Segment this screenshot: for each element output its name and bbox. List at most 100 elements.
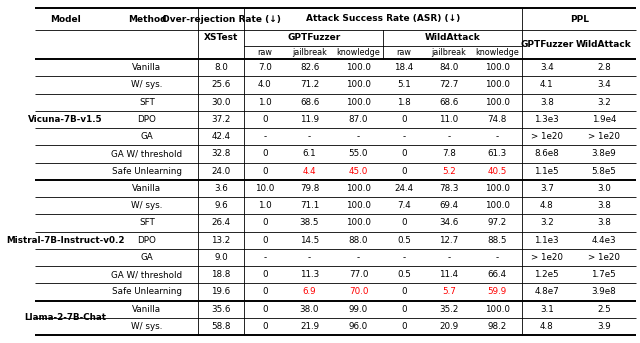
Text: raw: raw (397, 48, 412, 57)
Text: 3.4: 3.4 (540, 63, 554, 72)
Text: GA W/ threshold: GA W/ threshold (111, 149, 182, 158)
Text: > 1e20: > 1e20 (531, 132, 563, 141)
Text: 1.1e3: 1.1e3 (534, 236, 559, 245)
Text: jailbreak: jailbreak (431, 48, 467, 57)
Text: 96.0: 96.0 (349, 322, 368, 331)
Text: 35.6: 35.6 (211, 305, 231, 314)
Text: 7.0: 7.0 (258, 63, 272, 72)
Text: W/ sys.: W/ sys. (131, 80, 163, 90)
Text: -: - (357, 132, 360, 141)
Text: 2.5: 2.5 (597, 305, 611, 314)
Text: 55.0: 55.0 (349, 149, 368, 158)
Text: 3.4: 3.4 (597, 80, 611, 90)
Text: 1.3e3: 1.3e3 (534, 115, 559, 124)
Text: 5.2: 5.2 (442, 167, 456, 176)
Text: 66.4: 66.4 (488, 270, 507, 279)
Text: 0.5: 0.5 (397, 236, 411, 245)
Text: -: - (308, 253, 311, 262)
Text: 18.4: 18.4 (394, 63, 414, 72)
Text: 0: 0 (262, 167, 268, 176)
Text: 8.6e8: 8.6e8 (534, 149, 559, 158)
Text: 1.8: 1.8 (397, 98, 411, 107)
Text: 5.8e5: 5.8e5 (591, 167, 616, 176)
Text: 12.7: 12.7 (439, 236, 458, 245)
Text: 24.4: 24.4 (395, 184, 413, 193)
Text: DPO: DPO (138, 115, 156, 124)
Text: 99.0: 99.0 (349, 305, 368, 314)
Text: 68.6: 68.6 (300, 98, 319, 107)
Text: 32.8: 32.8 (211, 149, 231, 158)
Text: DPO: DPO (138, 236, 156, 245)
Text: Attack Success Rate (ASR) (↓): Attack Success Rate (ASR) (↓) (306, 14, 460, 24)
Text: 77.0: 77.0 (349, 270, 368, 279)
Text: Vanilla: Vanilla (132, 63, 161, 72)
Text: 79.8: 79.8 (300, 184, 319, 193)
Text: -: - (447, 253, 451, 262)
Text: 0: 0 (401, 167, 407, 176)
Text: 10.0: 10.0 (255, 184, 275, 193)
Text: 34.6: 34.6 (439, 218, 458, 227)
Text: 88.5: 88.5 (488, 236, 507, 245)
Text: GA: GA (141, 132, 153, 141)
Text: 5.1: 5.1 (397, 80, 411, 90)
Text: SFT: SFT (139, 218, 155, 227)
Text: -: - (447, 132, 451, 141)
Text: 0: 0 (401, 149, 407, 158)
Text: Vanilla: Vanilla (132, 184, 161, 193)
Text: 11.9: 11.9 (300, 115, 319, 124)
Text: 0: 0 (262, 322, 268, 331)
Text: Vicuna-7B-v1.5: Vicuna-7B-v1.5 (28, 115, 103, 124)
Text: 100.0: 100.0 (346, 98, 371, 107)
Text: GA: GA (141, 253, 153, 262)
Text: 8.0: 8.0 (214, 63, 228, 72)
Text: 19.6: 19.6 (211, 287, 230, 296)
Text: 26.4: 26.4 (211, 218, 230, 227)
Text: Method: Method (127, 14, 166, 24)
Text: 18.8: 18.8 (211, 270, 231, 279)
Text: 58.8: 58.8 (211, 322, 231, 331)
Text: Mistral-7B-Instruct-v0.2: Mistral-7B-Instruct-v0.2 (6, 236, 125, 245)
Text: GA W/ threshold: GA W/ threshold (111, 270, 182, 279)
Text: Over-rejection Rate (↓): Over-rejection Rate (↓) (162, 14, 280, 24)
Text: 4.0: 4.0 (258, 80, 272, 90)
Text: Llama-2-7B-Chat: Llama-2-7B-Chat (24, 313, 107, 322)
Text: Vanilla: Vanilla (132, 305, 161, 314)
Text: -: - (308, 132, 311, 141)
Text: 4.8: 4.8 (540, 322, 554, 331)
Text: 37.2: 37.2 (211, 115, 231, 124)
Text: 100.0: 100.0 (346, 218, 371, 227)
Text: 3.9: 3.9 (597, 322, 611, 331)
Text: 82.6: 82.6 (300, 63, 319, 72)
Text: 97.2: 97.2 (488, 218, 507, 227)
Text: 0: 0 (262, 218, 268, 227)
Text: 71.2: 71.2 (300, 80, 319, 90)
Text: 1.0: 1.0 (258, 201, 272, 210)
Text: XSTest: XSTest (204, 34, 238, 43)
Text: 9.0: 9.0 (214, 253, 228, 262)
Text: 4.8: 4.8 (540, 201, 554, 210)
Text: 100.0: 100.0 (485, 80, 510, 90)
Text: 100.0: 100.0 (346, 63, 371, 72)
Text: 100.0: 100.0 (485, 201, 510, 210)
Text: 84.0: 84.0 (439, 63, 458, 72)
Text: 0: 0 (262, 287, 268, 296)
Text: 100.0: 100.0 (346, 80, 371, 90)
Text: raw: raw (257, 48, 272, 57)
Text: Safe Unlearning: Safe Unlearning (112, 287, 182, 296)
Text: knowledge: knowledge (476, 48, 519, 57)
Text: 61.3: 61.3 (488, 149, 507, 158)
Text: 3.1: 3.1 (540, 305, 554, 314)
Text: 6.9: 6.9 (303, 287, 316, 296)
Text: 14.5: 14.5 (300, 236, 319, 245)
Text: 24.0: 24.0 (211, 167, 230, 176)
Text: 4.4: 4.4 (303, 167, 316, 176)
Text: 3.2: 3.2 (540, 218, 554, 227)
Text: 9.6: 9.6 (214, 201, 228, 210)
Text: 3.2: 3.2 (597, 98, 611, 107)
Text: WildAttack: WildAttack (576, 40, 632, 49)
Text: Safe Unlearning: Safe Unlearning (112, 167, 182, 176)
Text: 1.7e5: 1.7e5 (591, 270, 616, 279)
Text: GPTFuzzer: GPTFuzzer (287, 34, 340, 43)
Text: 3.0: 3.0 (597, 184, 611, 193)
Text: GPTFuzzer: GPTFuzzer (520, 40, 573, 49)
